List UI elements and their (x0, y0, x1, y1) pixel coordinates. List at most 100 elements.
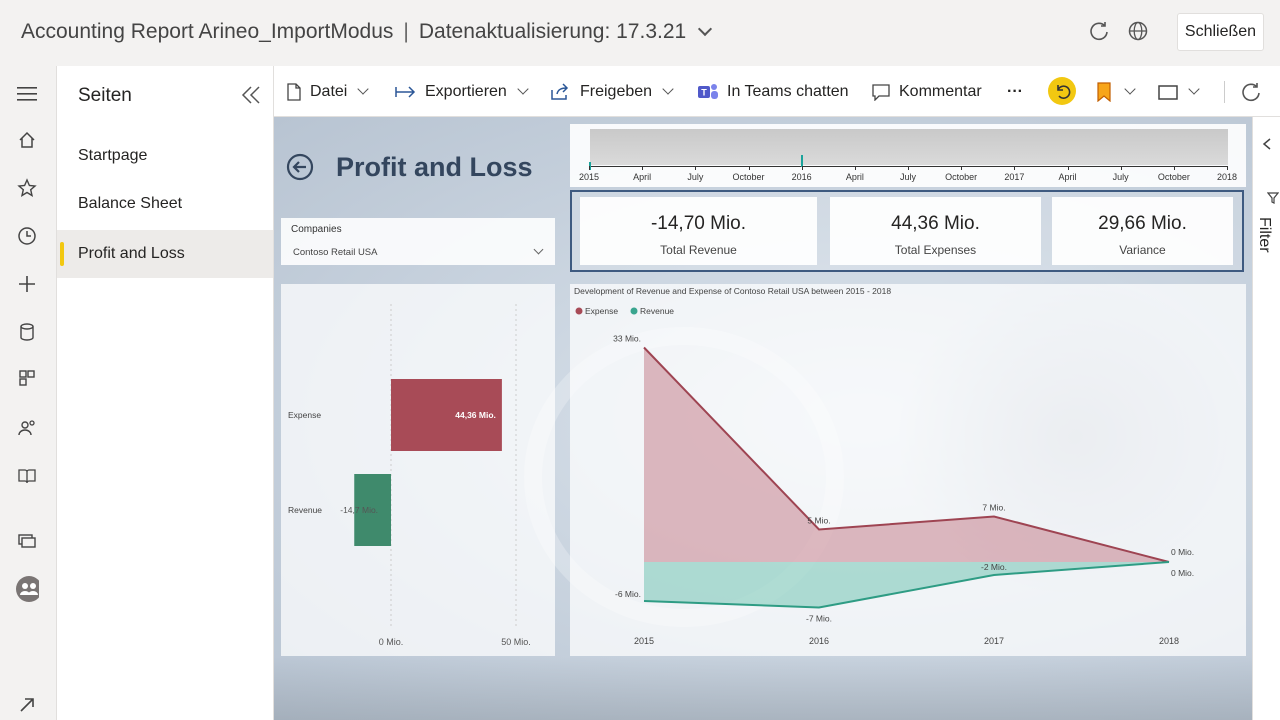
view-menu-button[interactable] (1158, 80, 1200, 104)
timeline-marker[interactable] (801, 155, 803, 167)
slicer-selected-value: Contoso Retail USA (293, 247, 378, 258)
timeline-tick-label: April (633, 172, 652, 182)
workspaces-icon[interactable] (15, 529, 39, 553)
hamburger-menu-icon[interactable] (15, 82, 39, 106)
bookmark-menu-button[interactable] (1096, 80, 1136, 104)
export-menu-button[interactable]: Exportieren (395, 80, 529, 104)
timeline-tick-label: July (1112, 172, 1129, 182)
legend-label[interactable]: Revenue (640, 306, 674, 316)
timeline-tick-label: 2017 (1004, 172, 1025, 182)
series-data-label: -2 Mio. (981, 562, 1007, 572)
learn-book-icon[interactable] (15, 464, 39, 488)
title-bar: Accounting Report Arineo_ImportModus | Dat… (0, 0, 1280, 66)
chevron-down-icon (662, 83, 674, 95)
more-options-button[interactable]: ··· (1007, 83, 1023, 100)
plus-icon[interactable] (15, 272, 39, 296)
timeline-tick (1014, 166, 1016, 170)
timeline-tick-label: October (945, 172, 978, 182)
series-data-label: 33 Mio. (613, 334, 641, 344)
timeline-tick (1227, 166, 1228, 170)
timeline-tick (695, 166, 697, 170)
timeline-tick-label: April (1058, 172, 1077, 182)
series-line-expense[interactable] (643, 346, 1170, 563)
expand-arrow-icon[interactable] (15, 693, 39, 717)
timeline-tick (1120, 166, 1122, 170)
collapse-double-chevron-icon[interactable] (240, 84, 262, 106)
slicer-label: Companies (291, 224, 342, 235)
bar-expense[interactable] (391, 379, 502, 451)
comment-button[interactable]: Kommentar (871, 80, 982, 104)
bar-revenue[interactable] (354, 474, 391, 546)
export-label: Exportieren (425, 83, 507, 100)
report-toolbar: Datei Exportieren Freigeben T In Teams c… (274, 66, 1280, 117)
star-icon[interactable] (15, 176, 39, 200)
timeline-tick (1173, 166, 1175, 170)
series-data-label: 5 Mio. (807, 516, 830, 526)
x-axis-tick-label: 2018 (1159, 636, 1179, 646)
workspace-avatar-icon[interactable] (15, 576, 39, 602)
timeline-tick (961, 166, 963, 170)
page-item-profit-and-loss[interactable]: Profit and Loss (57, 230, 273, 278)
report-canvas: Profit and Loss Companies Contoso Retail… (274, 117, 1252, 720)
chevron-down-icon[interactable] (698, 21, 713, 37)
legend-marker (630, 307, 638, 315)
bar-x-tick-label: 0 Mio. (379, 637, 404, 647)
filter-pane-collapsed[interactable]: Filter (1252, 117, 1280, 720)
series-data-label: -6 Mio. (615, 589, 641, 599)
shared-with-me-icon[interactable] (15, 416, 39, 440)
bar-data-label: -14,7 Mio. (340, 505, 378, 515)
chevron-down-icon (533, 244, 544, 255)
export-arrow-icon (395, 86, 416, 98)
home-icon[interactable] (15, 128, 39, 152)
timeline-tick-label: July (687, 172, 704, 182)
title-separator: | (403, 20, 409, 43)
apps-icon[interactable] (15, 366, 39, 390)
bar-chart: 0 Mio. 50 Mio. Expense 44,36 Mio. Revenue -14… (288, 304, 531, 647)
database-icon[interactable] (15, 320, 39, 344)
series-data-label: -7 Mio. (806, 614, 832, 624)
legend-label[interactable]: Expense (585, 306, 618, 316)
left-nav-rail (0, 66, 57, 720)
timeline-tick (642, 166, 644, 170)
timeline-tick-label: 2016 (791, 172, 812, 182)
kpi-label: Total Revenue (660, 243, 737, 257)
view-window-icon (1158, 85, 1178, 100)
refresh-visuals-icon[interactable] (1240, 81, 1262, 103)
chevron-down-icon (357, 83, 370, 95)
timeline-tick-label: July (899, 172, 916, 182)
reset-undo-icon[interactable] (1048, 77, 1076, 105)
refresh-icon[interactable] (1088, 20, 1110, 42)
page-item-startpage[interactable]: Startpage (78, 147, 148, 164)
legend-marker (575, 307, 583, 315)
chevron-down-icon (1188, 83, 1200, 95)
area-chart-panel: Development of Revenue and Expense of Co… (570, 284, 1246, 656)
timeline-tick (589, 166, 590, 170)
back-arrow-icon[interactable] (286, 153, 314, 181)
timeline-tick-label: April (845, 172, 864, 182)
series-data-label: 7 Mio. (982, 503, 1005, 513)
kpi-label: Total Expenses (894, 243, 977, 257)
close-button[interactable]: Schließen (1177, 13, 1264, 51)
timeline-tick-label: 2015 (578, 172, 600, 182)
pages-pane-title: Seiten (78, 85, 132, 106)
chevron-left-icon[interactable] (1261, 137, 1273, 151)
timeline-tick (1067, 166, 1069, 170)
x-axis-tick-label: 2016 (809, 636, 829, 646)
timeline-tick (748, 166, 750, 170)
share-menu-button[interactable]: Freigeben (550, 80, 674, 104)
timeline-tick (801, 166, 803, 170)
kpi-card-variance: 29,66 Mio. Variance (1052, 197, 1233, 265)
file-menu-button[interactable]: Datei (286, 80, 370, 104)
companies-slicer[interactable]: Companies Contoso Retail USA (281, 218, 555, 265)
teams-label: In Teams chatten (727, 83, 849, 100)
clock-icon[interactable] (15, 224, 39, 248)
timeline-range-bar[interactable] (590, 129, 1228, 165)
background-decoration (274, 657, 1252, 720)
timeline-slicer[interactable]: 2015 April July October 2016 April July October… (570, 124, 1246, 187)
series-line-revenue[interactable] (643, 561, 1170, 609)
chat-in-teams-button[interactable]: T In Teams chatten (697, 80, 849, 104)
timeline-tick (854, 166, 856, 170)
page-item-balance-sheet[interactable]: Balance Sheet (78, 195, 183, 212)
report-title-bar[interactable]: Accounting Report Arineo_ImportModus | Dat… (21, 20, 713, 44)
globe-icon[interactable] (1127, 20, 1149, 42)
